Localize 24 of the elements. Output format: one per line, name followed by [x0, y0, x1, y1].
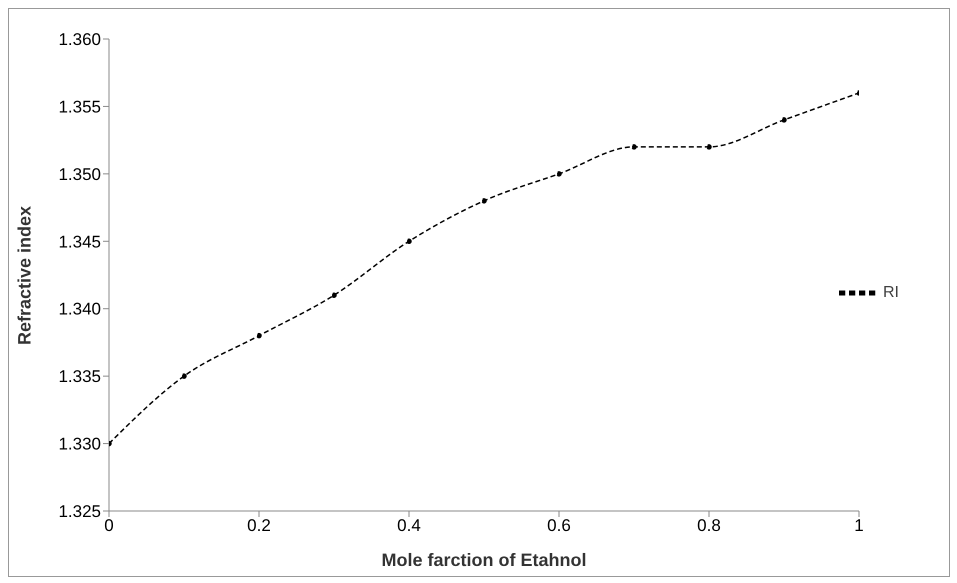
x-tick-label: 0.6: [547, 516, 571, 536]
x-tick-label: 0.2: [247, 516, 271, 536]
point: [706, 144, 712, 150]
y-tick-label: 1.360: [58, 30, 101, 50]
y-tick-label: 1.335: [58, 367, 101, 386]
x-tick-label: 0.4: [397, 516, 421, 536]
point: [331, 292, 337, 298]
legend-label: RI: [883, 284, 899, 301]
point: [481, 198, 487, 204]
y-tick-label: 1.345: [58, 232, 101, 252]
x-tick-label: 0.8: [697, 516, 721, 536]
y-tick-label: 1.355: [58, 97, 101, 116]
point: [781, 117, 787, 123]
point: [631, 144, 637, 150]
y-tick-label: 1.330: [58, 434, 101, 454]
x-tick-label: 1: [854, 516, 864, 536]
y-tick-label: 1.350: [58, 164, 101, 184]
y-tick-label: 1.325: [58, 502, 101, 522]
x-tick-label: 0: [104, 516, 114, 536]
point: [556, 171, 562, 177]
point: [256, 332, 262, 338]
y-tick-label: 1.340: [58, 300, 101, 319]
y-axis-title: Refractive index: [14, 206, 34, 345]
x-axis-title: Mole farction of Etahnol: [382, 550, 586, 570]
